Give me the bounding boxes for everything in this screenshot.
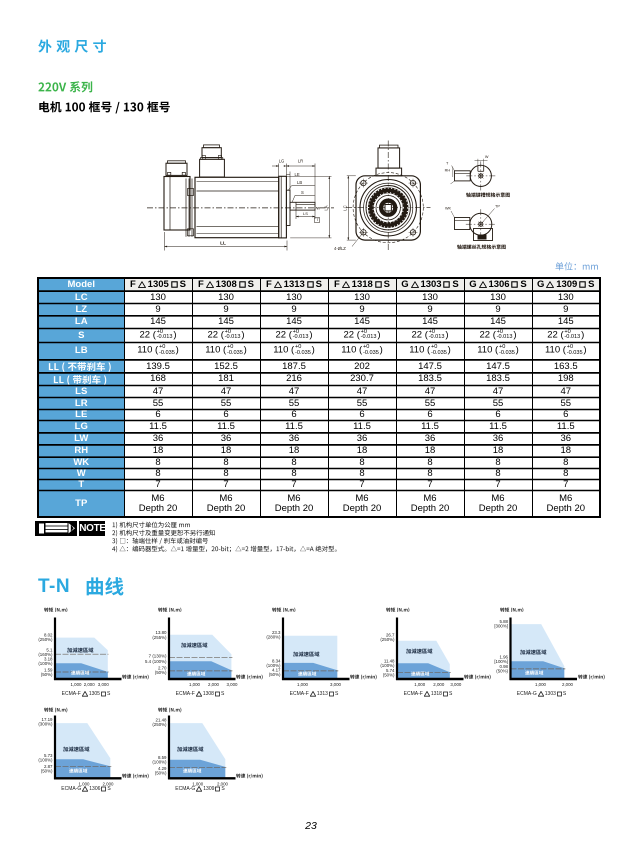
svg-text:(50%): (50%): [155, 670, 167, 675]
svg-text:(50%): (50%): [155, 771, 167, 776]
svg-text:5.88: 5.88: [499, 619, 508, 624]
svg-text:(100%): (100%): [38, 661, 53, 666]
svg-text:2,000: 2,000: [433, 682, 445, 687]
svg-text:26.7: 26.7: [386, 632, 395, 637]
svg-text:(50%): (50%): [269, 672, 281, 677]
svg-text:1,000: 1,000: [535, 682, 547, 687]
svg-text:S: S: [301, 190, 304, 195]
svg-text:(280%): (280%): [266, 635, 281, 640]
svg-text:(100%): (100%): [380, 663, 395, 668]
svg-text:(50%): (50%): [383, 672, 395, 677]
svg-text:1,000: 1,000: [189, 682, 201, 687]
svg-text:5.74: 5.74: [386, 668, 395, 673]
svg-text:1,000: 1,000: [192, 782, 204, 787]
svg-text:4-ØLZ: 4-ØLZ: [334, 246, 346, 251]
svg-text:7 (130%): 7 (130%): [149, 653, 167, 658]
svg-text:LS: LS: [303, 211, 308, 216]
svg-text:[300%]: [300%]: [494, 624, 508, 629]
svg-text:LL: LL: [220, 241, 226, 247]
svg-text:1,000: 1,000: [79, 782, 91, 787]
svg-text:1,000: 1,000: [71, 682, 83, 687]
svg-text:2,000: 2,000: [84, 682, 96, 687]
svg-text:1.96: 1.96: [499, 654, 508, 659]
svg-text:3,000: 3,000: [227, 682, 239, 687]
svg-text:5.1: 5.1: [46, 647, 53, 652]
svg-text:LA: LA: [324, 205, 329, 210]
svg-text:4.17: 4.17: [272, 667, 281, 672]
svg-text:LR: LR: [298, 158, 303, 163]
svg-text:(160%): (160%): [38, 652, 53, 657]
svg-text:4.29: 4.29: [158, 766, 167, 771]
svg-text:8.34: 8.34: [272, 658, 281, 663]
svg-text:2,000: 2,000: [103, 782, 115, 787]
svg-text:17.19: 17.19: [42, 717, 54, 722]
svg-text:RH: RH: [445, 169, 451, 173]
svg-text:3,000: 3,000: [450, 682, 462, 687]
svg-text:23.3: 23.3: [272, 630, 281, 635]
svg-text:(100%): (100%): [266, 663, 281, 668]
svg-text:(250%): (250%): [38, 637, 53, 642]
svg-text:2,000: 2,000: [217, 782, 229, 787]
svg-text:13.80: 13.80: [156, 630, 168, 635]
svg-text:T: T: [317, 218, 320, 222]
svg-text:2.70: 2.70: [158, 666, 167, 671]
svg-text:W: W: [317, 207, 321, 211]
svg-text:TP: TP: [495, 205, 500, 209]
svg-text:W: W: [485, 155, 489, 159]
svg-text:LG: LG: [279, 158, 285, 163]
svg-text:2,000: 2,000: [562, 682, 574, 687]
svg-text:1,000: 1,000: [414, 682, 426, 687]
svg-text:3.18: 3.18: [44, 657, 53, 662]
svg-text:(50%): (50%): [41, 672, 53, 677]
svg-text:21.48: 21.48: [156, 717, 168, 722]
svg-text:8.02: 8.02: [44, 632, 53, 637]
svg-text:(50%): (50%): [41, 768, 53, 773]
svg-text:5.73: 5.73: [44, 753, 53, 758]
svg-text:(255%): (255%): [152, 635, 167, 640]
svg-text:(100%): (100%): [152, 760, 167, 765]
svg-text:WK: WK: [445, 207, 452, 211]
svg-text:LB: LB: [297, 180, 302, 185]
svg-text:[100%]: [100%]: [494, 659, 508, 664]
svg-text:3,000: 3,000: [98, 682, 110, 687]
svg-text:8.59: 8.59: [158, 755, 167, 760]
svg-text:LE: LE: [295, 172, 300, 177]
svg-text:5.4 (100%): 5.4 (100%): [145, 659, 167, 664]
svg-text:LC: LC: [343, 205, 348, 210]
svg-text:2,000: 2,000: [208, 682, 220, 687]
svg-text:(250%): (250%): [152, 722, 167, 727]
svg-text:(100%): (100%): [38, 758, 53, 763]
svg-text:11.48: 11.48: [384, 658, 395, 663]
svg-text:(250%): (250%): [380, 637, 395, 642]
svg-text:T: T: [446, 161, 449, 165]
svg-text:(50%): (50%): [496, 669, 508, 674]
svg-text:(300%): (300%): [38, 722, 53, 727]
svg-text:1.59: 1.59: [44, 667, 53, 672]
svg-text:3,000: 3,000: [330, 682, 342, 687]
svg-text:2.87: 2.87: [44, 764, 53, 769]
svg-text:0.98: 0.98: [499, 664, 508, 669]
svg-text:1,000: 1,000: [297, 682, 309, 687]
